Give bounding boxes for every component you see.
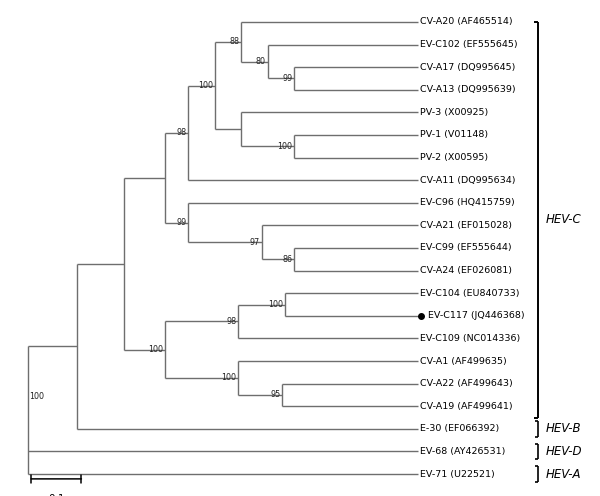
Text: EV-C109 (NC014336): EV-C109 (NC014336) <box>420 334 520 343</box>
Text: E-30 (EF066392): E-30 (EF066392) <box>420 424 499 434</box>
Text: HEV-B: HEV-B <box>545 422 581 435</box>
Text: CV-A11 (DQ995634): CV-A11 (DQ995634) <box>420 176 515 185</box>
Text: CV-A24 (EF026081): CV-A24 (EF026081) <box>420 266 512 275</box>
Text: 98: 98 <box>226 317 236 326</box>
Text: EV-C117 (JQ446368): EV-C117 (JQ446368) <box>428 311 524 320</box>
Text: 80: 80 <box>256 57 266 66</box>
Text: 95: 95 <box>271 390 281 399</box>
Text: EV-68 (AY426531): EV-68 (AY426531) <box>420 447 505 456</box>
Text: 99: 99 <box>176 218 187 227</box>
Text: HEV-C: HEV-C <box>545 213 581 226</box>
Text: CV-A19 (AF499641): CV-A19 (AF499641) <box>420 402 512 411</box>
Text: 86: 86 <box>283 255 292 264</box>
Text: PV-1 (V01148): PV-1 (V01148) <box>420 130 488 139</box>
Text: EV-71 (U22521): EV-71 (U22521) <box>420 470 495 479</box>
Text: CV-A13 (DQ995639): CV-A13 (DQ995639) <box>420 85 515 94</box>
Text: PV-2 (X00595): PV-2 (X00595) <box>420 153 488 162</box>
Text: 100: 100 <box>29 392 44 401</box>
Text: CV-A1 (AF499635): CV-A1 (AF499635) <box>420 357 507 366</box>
Text: 100: 100 <box>277 142 292 151</box>
Text: CV-A17 (DQ995645): CV-A17 (DQ995645) <box>420 62 515 72</box>
Text: 88: 88 <box>229 37 239 46</box>
Text: 99: 99 <box>282 74 292 83</box>
Text: EV-C102 (EF555645): EV-C102 (EF555645) <box>420 40 518 49</box>
Text: EV-C96 (HQ415759): EV-C96 (HQ415759) <box>420 198 515 207</box>
Text: 98: 98 <box>176 128 187 137</box>
Text: 100: 100 <box>269 300 284 309</box>
Text: EV-C99 (EF555644): EV-C99 (EF555644) <box>420 244 512 252</box>
Text: CV-A22 (AF499643): CV-A22 (AF499643) <box>420 379 513 388</box>
Text: 100: 100 <box>148 345 163 354</box>
Text: HEV-D: HEV-D <box>545 445 581 458</box>
Text: CV-A21 (EF015028): CV-A21 (EF015028) <box>420 221 512 230</box>
Text: PV-3 (X00925): PV-3 (X00925) <box>420 108 488 117</box>
Text: 100: 100 <box>221 373 236 382</box>
Text: EV-C104 (EU840733): EV-C104 (EU840733) <box>420 289 520 298</box>
Text: HEV-A: HEV-A <box>545 468 581 481</box>
Text: 97: 97 <box>250 238 260 247</box>
Text: 100: 100 <box>198 81 213 90</box>
Text: 0.1: 0.1 <box>48 495 65 496</box>
Text: CV-A20 (AF465514): CV-A20 (AF465514) <box>420 17 512 26</box>
